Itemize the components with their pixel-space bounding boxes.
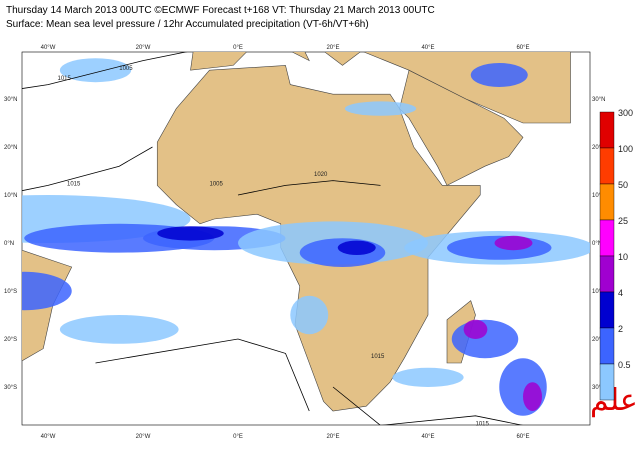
isobar-label: 1015: [67, 181, 81, 187]
isobar: [22, 146, 153, 192]
isobar: [332, 386, 524, 425]
precip-area: [59, 315, 179, 344]
legend-swatch: [599, 111, 615, 149]
precip-area: [299, 238, 386, 267]
precip-area: [463, 319, 488, 339]
isobar-label: 1005: [119, 66, 133, 72]
legend-swatch: [599, 327, 615, 365]
lat-label: 20°N: [4, 145, 17, 151]
isobar-label: 1005: [210, 181, 224, 187]
isobar-label: 1020: [314, 172, 328, 178]
lon-label: 40°E: [421, 434, 434, 440]
land: [399, 69, 524, 186]
legend-swatch: [599, 291, 615, 329]
lat-label: 10°S: [4, 289, 17, 295]
isobar: [95, 338, 310, 412]
isobar: [22, 52, 188, 89]
legend-swatch: [599, 363, 615, 401]
precip-area: [337, 240, 376, 255]
isobar-label: 1015: [476, 421, 490, 427]
lon-label: 0°E: [233, 45, 243, 51]
precip-area: [59, 58, 132, 83]
legend-swatch: [599, 147, 615, 185]
overlay-text: توقعات الامطار من الاوربي - والله اعلم: [590, 383, 640, 418]
isobar-label: 1015: [371, 354, 385, 360]
precip-area: [494, 235, 533, 251]
precip-area: [499, 358, 547, 416]
lon-label: 60°E: [516, 434, 529, 440]
lat-label: 10°N: [4, 193, 17, 199]
lat-label: 10°N: [592, 193, 605, 199]
legend-label: 4: [618, 288, 623, 298]
legend-swatch: [599, 183, 615, 221]
legend-label: 50: [618, 180, 628, 190]
legend-swatch: [599, 219, 615, 257]
lat-label: 20°S: [4, 337, 17, 343]
header-line: Thursday 14 March 2013 00UTC ©ECMWF Fore…: [6, 5, 435, 16]
legend-label: 25: [618, 216, 628, 226]
legend-label: 100: [618, 144, 633, 154]
lon-label: 20°E: [326, 45, 339, 51]
lon-label: 20°W: [136, 45, 151, 51]
precip-area: [392, 367, 464, 387]
isobar-label: 1015: [58, 76, 72, 82]
legend-label: 300: [618, 108, 633, 118]
lon-label: 40°W: [41, 434, 56, 440]
precip-area: [344, 101, 417, 116]
legend-label: 2: [618, 324, 623, 334]
precip-area: [523, 382, 542, 411]
lat-label: 30°S: [4, 385, 17, 391]
lat-label: 0°N: [4, 241, 14, 247]
lon-label: 40°E: [421, 45, 434, 51]
lon-label: 60°E: [516, 45, 529, 51]
lat-label: 0°N: [592, 241, 602, 247]
legend-label: 0.5: [618, 360, 631, 370]
lon-label: 20°E: [326, 434, 339, 440]
lat-label: 30°N: [592, 97, 605, 103]
lon-label: 20°W: [136, 434, 151, 440]
precip-area: [22, 271, 72, 311]
header-line: Surface: Mean sea level pressure / 12hr …: [6, 19, 369, 30]
precip-area: [157, 226, 224, 241]
lon-label: 0°E: [233, 434, 243, 440]
legend-swatch: [599, 255, 615, 293]
lat-label: 20°S: [592, 337, 605, 343]
lat-label: 20°N: [592, 145, 605, 151]
lat-label: 30°N: [4, 97, 17, 103]
lat-label: 10°S: [592, 289, 605, 295]
isobar: [237, 180, 381, 196]
lat-label: 30°S: [592, 385, 605, 391]
precip-area: [290, 295, 329, 335]
lon-label: 40°W: [41, 45, 56, 51]
map-layer: [22, 52, 590, 425]
legend-label: 10: [618, 252, 628, 262]
precip-area: [470, 63, 528, 87]
